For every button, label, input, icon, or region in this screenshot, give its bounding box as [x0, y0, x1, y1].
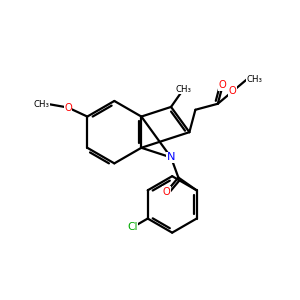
Text: CH₃: CH₃ [175, 85, 191, 94]
Text: Cl: Cl [127, 223, 137, 232]
Text: CH₃: CH₃ [247, 75, 263, 84]
Text: O: O [163, 187, 170, 196]
Text: O: O [64, 103, 72, 112]
Text: O: O [219, 80, 227, 90]
Text: CH₃: CH₃ [34, 100, 50, 109]
Text: O: O [229, 86, 236, 96]
Text: N: N [167, 152, 175, 162]
